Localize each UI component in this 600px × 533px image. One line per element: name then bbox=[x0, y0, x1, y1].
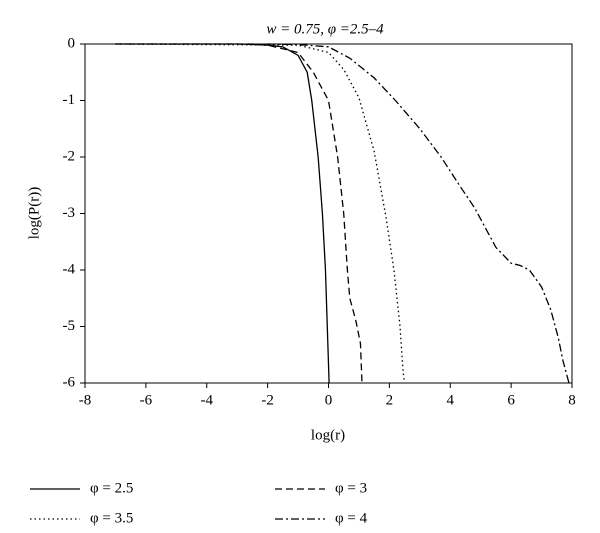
x-tick-label: 2 bbox=[386, 392, 394, 408]
series-line bbox=[115, 43, 330, 384]
legend-label: φ = 2.5 bbox=[90, 480, 133, 496]
x-tick-label: 8 bbox=[568, 392, 576, 408]
y-tick-label: -3 bbox=[63, 205, 76, 221]
x-tick-label: -2 bbox=[261, 392, 274, 408]
y-tick-label: 0 bbox=[68, 35, 76, 51]
y-tick-label: -5 bbox=[63, 318, 76, 334]
series-line bbox=[115, 43, 406, 384]
y-tick-label: -6 bbox=[63, 374, 76, 390]
legend-label: φ = 3 bbox=[335, 480, 367, 496]
x-tick-label: 0 bbox=[325, 392, 333, 408]
plot-frame bbox=[84, 43, 573, 384]
y-axis-label: log(P(r)) bbox=[26, 187, 42, 240]
x-tick-label: -4 bbox=[201, 392, 214, 408]
y-tick-label: -1 bbox=[63, 92, 76, 108]
series-line bbox=[115, 43, 363, 384]
x-tick-label: -6 bbox=[140, 392, 153, 408]
series-line bbox=[267, 43, 570, 384]
chart-title: w = 0.75, φ =2.5–4 bbox=[266, 21, 384, 37]
y-tick-label: -4 bbox=[63, 261, 76, 277]
y-tick-label: -2 bbox=[63, 148, 76, 164]
x-axis-label: log(r) bbox=[311, 427, 345, 443]
x-tick-label: 4 bbox=[447, 392, 455, 408]
legend-label: φ = 3.5 bbox=[90, 510, 133, 526]
x-tick-label: 6 bbox=[507, 392, 515, 408]
x-tick-label: -8 bbox=[79, 392, 92, 408]
legend-label: φ = 4 bbox=[335, 510, 368, 526]
